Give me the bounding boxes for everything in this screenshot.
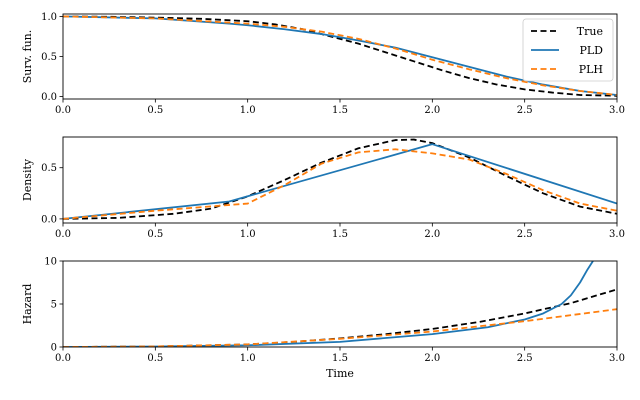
x-tick-label: 0.5	[147, 229, 163, 240]
y-tick-label: 0	[51, 343, 57, 354]
chart-panel-2: 0.0 0.5 1.0 1.5 2.0 2.5 3.0 0.0 0.5 Density	[21, 136, 625, 240]
x-tick-label: 1.0	[240, 353, 256, 364]
y-axis-label: Density	[21, 158, 34, 201]
chart-panel-1: 0.0 0.5 1.0 1.5 2.0 2.5 3.0 0.0 0.5 1.0 Surv. fun.…	[21, 12, 625, 116]
x-tick-label: 1.0	[240, 105, 256, 116]
series-line-true	[63, 138, 617, 220]
x-tick-label: 0.0	[55, 229, 71, 240]
y-tick-label: 0.5	[41, 52, 57, 63]
x-tick-label: 0.5	[147, 353, 163, 364]
y-tick-label: 1.0	[41, 12, 57, 23]
legend-label-true: True	[577, 25, 603, 38]
y-tick-label: 5	[51, 300, 57, 311]
x-tick-label: 2.0	[424, 229, 440, 240]
y-tick-label: 10	[44, 257, 57, 268]
x-tick-label: 2.5	[517, 105, 533, 116]
x-tick-label: 0.5	[147, 105, 163, 116]
series-line-pld	[63, 143, 617, 220]
x-tick-label: 2.5	[517, 353, 533, 364]
x-tick-label: 0.0	[55, 353, 71, 364]
x-tick-label: 1.0	[240, 229, 256, 240]
x-tick-label: 1.5	[332, 353, 348, 364]
x-tick-label: 3.0	[609, 353, 625, 364]
x-tick-label: 0.0	[55, 105, 71, 116]
x-tick-label: 2.0	[424, 105, 440, 116]
x-tick-label: 3.0	[609, 229, 625, 240]
legend-label-plh: PLH	[579, 63, 603, 76]
y-axis-label: Surv. fun.	[21, 30, 34, 84]
y-tick-label: 0.0	[41, 214, 57, 225]
x-tick-label: 3.0	[609, 105, 625, 116]
x-axis-label: Time	[326, 367, 354, 380]
series-line-pld	[63, 261, 594, 347]
y-tick-label: 0.5	[41, 163, 57, 174]
legend-box	[522, 18, 614, 82]
y-tick-label: 0.0	[41, 92, 57, 103]
plot-frame	[62, 260, 618, 348]
legend-label-pld: PLD	[579, 44, 603, 57]
x-tick-label: 1.5	[332, 105, 348, 116]
series-line-plh	[63, 148, 617, 220]
chart-panel-3: 0.0 0.5 1.0 1.5 2.0 2.5 3.0 0 5 10 Hazard Time	[21, 257, 625, 381]
series-group	[63, 138, 617, 220]
legend: True PLD PLH	[522, 18, 614, 82]
x-tick-label: 1.5	[332, 229, 348, 240]
series-line-plh	[63, 308, 617, 347]
series-line-plh	[63, 15, 617, 96]
x-tick-label: 2.0	[424, 353, 440, 364]
x-tick-label: 2.5	[517, 229, 533, 240]
series-line-true	[63, 15, 617, 97]
series-group	[63, 261, 617, 347]
y-axis-label: Hazard	[21, 284, 34, 325]
series-group	[63, 15, 617, 97]
